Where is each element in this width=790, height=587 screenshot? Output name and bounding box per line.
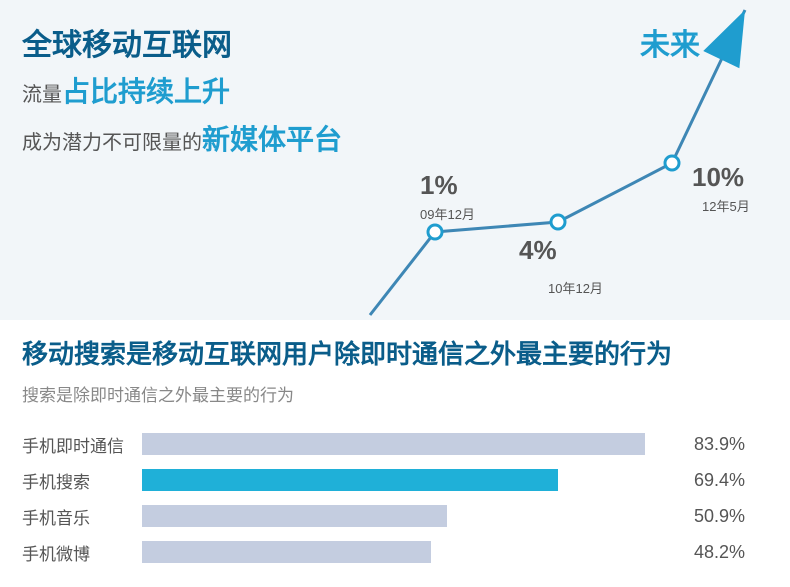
- datapoint-sublabel: 12年5月: [702, 196, 750, 215]
- bar-fill: [142, 505, 447, 527]
- bar-fill: [142, 433, 645, 455]
- bar-label: 手机搜索: [22, 468, 142, 493]
- bar-label: 手机音乐: [22, 504, 142, 529]
- datapoint-value: 1%: [420, 170, 458, 201]
- datapoint-sublabel: 09年12月: [420, 204, 475, 223]
- bar-fill: [142, 541, 431, 563]
- top-panel: 全球移动互联网 流量占比持续上升 成为潜力不可限量的新媒体平台 未来 1%09年…: [0, 0, 790, 320]
- bar-row: 手机音乐 50.9%: [22, 504, 768, 528]
- bar-track: [142, 469, 682, 491]
- datapoint-value: 10%: [692, 162, 744, 193]
- section2-title: 移动搜索是移动互联网用户除即时通信之外最主要的行为: [22, 334, 768, 371]
- future-label: 未来: [640, 20, 700, 64]
- bar-fill: [142, 469, 558, 491]
- bar-value: 50.9%: [694, 506, 745, 527]
- bar-value: 48.2%: [694, 542, 745, 563]
- bar-label: 手机微博: [22, 540, 142, 565]
- bar-row: 手机即时通信 83.9%: [22, 432, 768, 456]
- bar-label: 手机即时通信: [22, 432, 142, 457]
- section2-subtitle: 搜索是除即时通信之外最主要的行为: [22, 381, 768, 406]
- bar-value: 83.9%: [694, 434, 745, 455]
- datapoint-value: 4%: [519, 235, 557, 266]
- bar-row: 手机微博 48.2%: [22, 540, 768, 564]
- bar-chart: 手机即时通信 83.9% 手机搜索 69.4% 手机音乐 50.9% 手机微博 48.2%: [22, 432, 768, 564]
- bar-track: [142, 433, 682, 455]
- bar-row: 手机搜索 69.4%: [22, 468, 768, 492]
- bar-track: [142, 541, 682, 563]
- section-bars: 移动搜索是移动互联网用户除即时通信之外最主要的行为 搜索是除即时通信之外最主要的…: [0, 320, 790, 564]
- bar-track: [142, 505, 682, 527]
- datapoint-sublabel: 10年12月: [548, 278, 603, 297]
- bar-value: 69.4%: [694, 470, 745, 491]
